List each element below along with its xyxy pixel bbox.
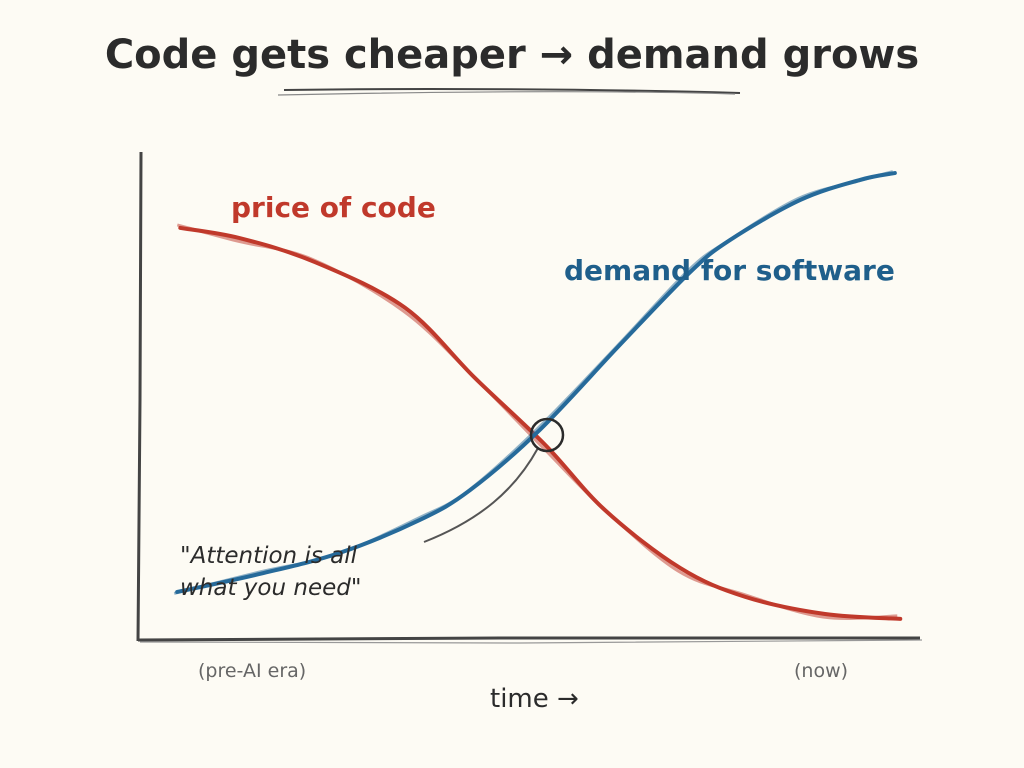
series-label-demand: demand for software [564, 254, 895, 287]
x-start-label: (pre-AI era) [198, 660, 307, 682]
intersection-marker [529, 417, 565, 453]
series-label-price: price of code [231, 191, 436, 224]
series-line-demand [175, 171, 897, 594]
title-underline [283, 88, 741, 94]
chart-title: Code gets cheaper → demand grows [104, 32, 920, 78]
annotation-pointer [423, 447, 539, 543]
x-end-label: (now) [794, 660, 849, 682]
y-axis [136, 151, 143, 642]
x-axis-label: time → [490, 684, 579, 714]
series-sketch-demand [173, 170, 894, 595]
annotation-quote: "Attention is all what you need" [180, 543, 362, 601]
series-line-price [178, 225, 903, 621]
x-axis-sketch [139, 639, 923, 644]
title-underline-sketch [277, 91, 736, 96]
x-axis [137, 636, 920, 642]
